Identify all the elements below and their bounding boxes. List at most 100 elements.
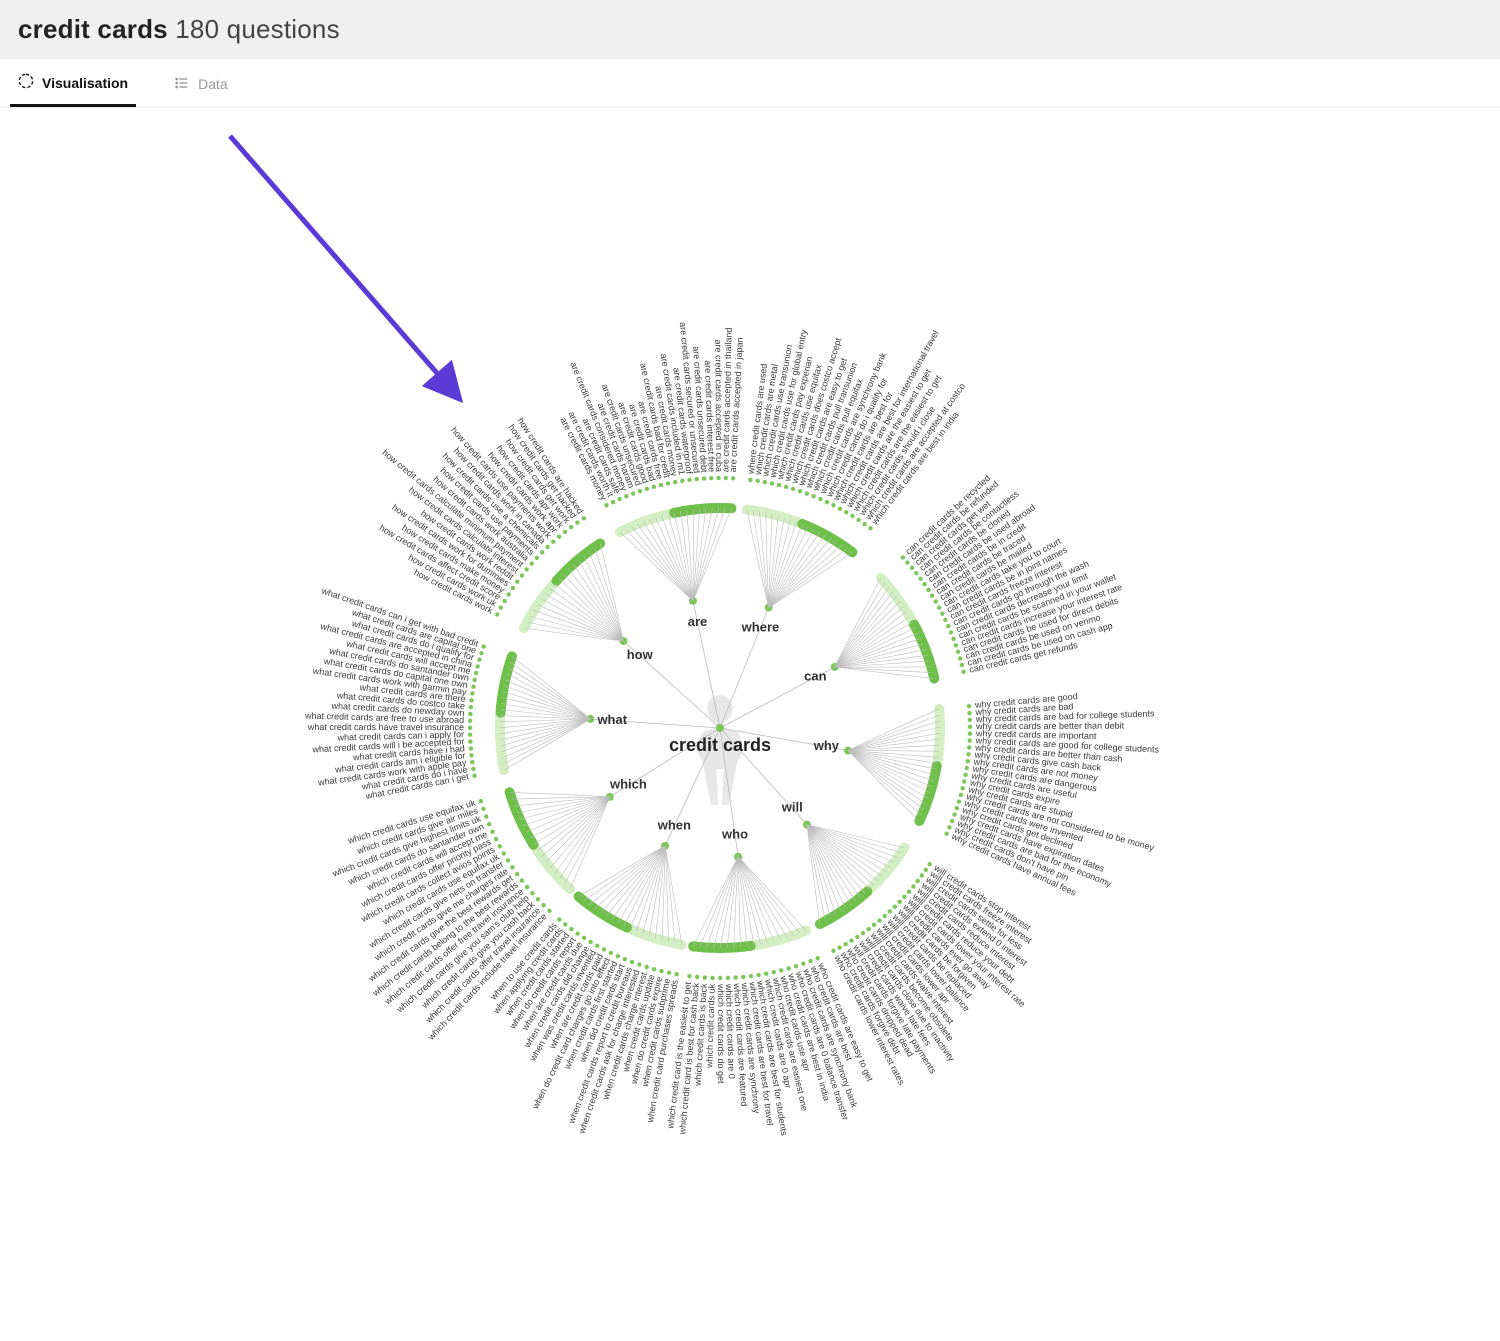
leaf-link (807, 825, 874, 886)
leaf-link (807, 825, 882, 877)
arc-strong (919, 766, 936, 821)
leaf-link (738, 857, 761, 944)
leaf-dot (674, 972, 678, 976)
leaf-link (738, 857, 774, 942)
leaf-dot (469, 746, 473, 750)
leaf-link (693, 508, 725, 601)
leaf-dot (471, 767, 475, 771)
leaf-dot (673, 480, 677, 484)
page-header: credit cards 180 questions (0, 0, 1500, 59)
leaf-dot (588, 940, 592, 944)
leaf-dot (962, 779, 966, 783)
leaf-dot (733, 975, 737, 979)
leaf-dot (680, 479, 684, 483)
leaf-link (559, 578, 624, 641)
leaf-dot (967, 738, 971, 742)
leaf-dot (611, 500, 615, 504)
leaf-dot (818, 497, 822, 501)
leaf-link (807, 825, 890, 868)
center-label: credit cards (669, 735, 771, 755)
leaf-dot (602, 947, 606, 951)
leaf-dot (731, 476, 735, 480)
leaf-dot (469, 705, 473, 709)
leaf-dot (772, 970, 776, 974)
leaf-dot (617, 497, 621, 501)
leaf-dot (481, 644, 485, 648)
leaf-dot (961, 670, 965, 674)
tab-bar: Visualisation Data (0, 59, 1500, 108)
leaf-dot (940, 611, 944, 615)
leaf-dot (897, 900, 901, 904)
tab-visualisation[interactable]: Visualisation (10, 59, 136, 107)
leaf-link (835, 667, 933, 673)
leaf-link (503, 692, 590, 719)
leaf-dot (520, 878, 524, 882)
leaf-dot (755, 479, 759, 483)
tab-data[interactable]: Data (166, 59, 236, 107)
leaf-dot (893, 905, 897, 909)
leaf-dot (831, 949, 835, 953)
arc-strong (914, 625, 934, 679)
leaf-dot (468, 739, 472, 743)
leaf-link (747, 510, 769, 608)
leaf-link (769, 527, 809, 608)
leaf-dot (695, 477, 699, 481)
leaf-link (501, 719, 591, 746)
leaf-dot (837, 945, 841, 949)
leaf-dot (798, 489, 802, 493)
leaf-link (524, 628, 623, 641)
leaf-link (600, 543, 623, 641)
leaf-dot (786, 966, 790, 970)
leaf-dot (967, 704, 971, 708)
leaf-link (632, 527, 693, 601)
leaf-dot (718, 976, 722, 980)
leaf-dot (831, 503, 835, 507)
arc-light (881, 578, 914, 625)
leaf-link (565, 797, 610, 884)
leaf-dot (967, 711, 971, 715)
leaf-link (693, 508, 719, 601)
leaf-dot (710, 976, 714, 980)
leaf-dot (868, 526, 872, 530)
leaf-link (584, 846, 665, 901)
leaf-dot (960, 663, 964, 667)
leaf-link (848, 715, 940, 751)
header-count-label: questions (227, 14, 340, 44)
leaf-dot (468, 719, 472, 723)
leaf-dot (667, 971, 671, 975)
leaf-link (807, 825, 894, 863)
leaf-dot (862, 522, 866, 526)
list-icon (174, 75, 190, 94)
leaf-link (738, 857, 806, 931)
leaf-dot (479, 651, 483, 655)
leaf-dot (838, 506, 842, 510)
leaf-dot (856, 518, 860, 522)
leaf-dot (623, 957, 627, 961)
leaf-link (504, 719, 590, 770)
leaf-link (769, 532, 820, 607)
annotation-arrow (230, 136, 450, 388)
leaf-dot (666, 481, 670, 485)
leaf-dot (937, 605, 941, 609)
leaf-link (848, 751, 928, 799)
leaf-dot (907, 889, 911, 893)
leaf-dot (468, 712, 472, 716)
leaf-link (504, 686, 590, 719)
leaf-label: which credit cards do get (716, 983, 726, 1084)
leaf-dot (469, 753, 473, 757)
leaf-link (807, 825, 856, 902)
leaf-dot (569, 927, 573, 931)
tab-data-label: Data (198, 76, 228, 92)
category-label-will: will (781, 800, 803, 815)
leaf-dot (536, 897, 540, 901)
visualisation-icon (18, 73, 34, 92)
leaf-link (848, 751, 939, 752)
leaf-dot (481, 807, 485, 811)
leaf-dot (479, 799, 483, 803)
leaf-dot (911, 884, 915, 888)
leaf-dot (474, 671, 478, 675)
leaf-dot (616, 954, 620, 958)
leaf-dot (530, 891, 534, 895)
leaf-dot (957, 799, 961, 803)
leaf-link (807, 825, 846, 909)
